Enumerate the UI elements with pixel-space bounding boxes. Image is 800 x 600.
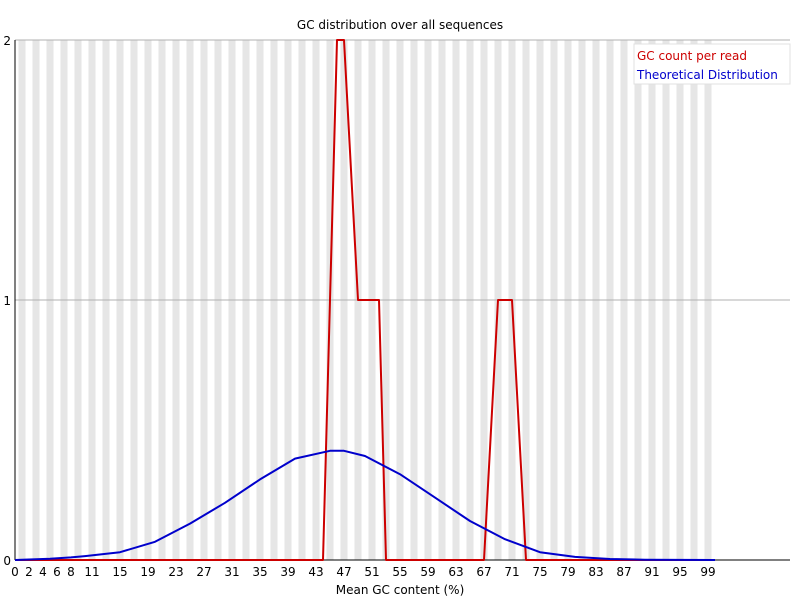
x-tick-label: 55: [392, 565, 407, 579]
x-tick-label: 83: [588, 565, 603, 579]
chart-title: GC distribution over all sequences: [297, 18, 503, 32]
legend-box: [633, 43, 791, 85]
y-tick-label: 2: [3, 34, 11, 48]
x-tick-label: 43: [308, 565, 323, 579]
x-tick-label: 71: [504, 565, 519, 579]
x-tick-labels: 0 2 4 6 8 11 15 19 23 27 31 35 39 43 47 51 55 59 63 67 71 75 7…: [11, 565, 715, 579]
x-tick-label: 35: [252, 565, 267, 579]
x-tick-label: 0: [11, 565, 19, 579]
y-tick-label: 1: [3, 294, 11, 308]
legend-entry-gc-count: GC count per read: [637, 49, 747, 63]
x-tick-label: 75: [532, 565, 547, 579]
x-tick-label: 23: [168, 565, 183, 579]
legend: GC count per read Theoretical Distributi…: [633, 43, 791, 85]
y-tick-labels: 0 1 2: [3, 34, 11, 568]
x-tick-label: 19: [140, 565, 155, 579]
series-lines: [14, 39, 716, 561]
x-tick-label: 59: [420, 565, 435, 579]
x-tick-label: 27: [196, 565, 211, 579]
x-tick-label: 91: [644, 565, 659, 579]
x-tick-label: 99: [700, 565, 715, 579]
x-tick-label: 11: [84, 565, 99, 579]
x-tick-label: 8: [67, 565, 75, 579]
legend-entry-theoretical: Theoretical Distribution: [636, 68, 778, 82]
x-tick-label: 67: [476, 565, 491, 579]
x-tick-label: 95: [672, 565, 687, 579]
gc-count-line: [15, 39, 715, 561]
x-tick-label: 47: [336, 565, 351, 579]
x-tick-label: 31: [224, 565, 239, 579]
x-tick-label: 87: [616, 565, 631, 579]
x-tick-label: 79: [560, 565, 575, 579]
x-tick-label: 6: [53, 565, 61, 579]
horizontal-gridlines: [15, 39, 790, 301]
x-tick-label: 63: [448, 565, 463, 579]
x-tick-label: 15: [112, 565, 127, 579]
x-tick-label: 51: [364, 565, 379, 579]
x-tick-label: 4: [39, 565, 47, 579]
x-tick-label: 2: [25, 565, 33, 579]
x-tick-label: 39: [280, 565, 295, 579]
y-tick-label: 0: [3, 554, 11, 568]
x-axis-label: Mean GC content (%): [336, 583, 465, 597]
theoretical-distribution-line: [14, 449, 716, 561]
